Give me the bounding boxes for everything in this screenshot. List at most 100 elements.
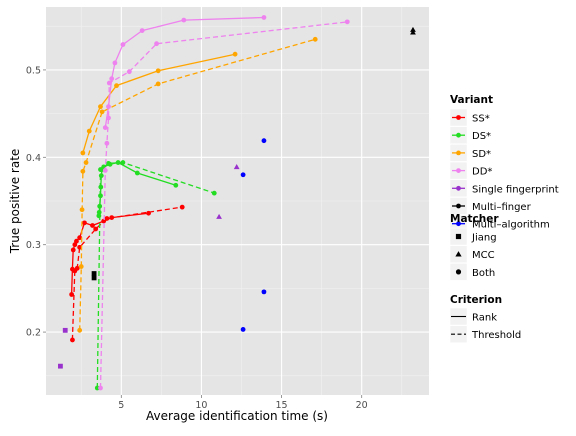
legend-title: Matcher — [450, 213, 499, 225]
grid-minor — [46, 7, 429, 395]
series-line — [104, 16, 264, 128]
y-axis-title: True positive rate — [8, 149, 22, 255]
legend-point-swatch — [456, 150, 461, 156]
data-point — [240, 327, 246, 332]
data-point — [312, 36, 318, 42]
data-point — [181, 17, 187, 23]
data-point — [115, 160, 121, 165]
y-tick-label: 0.5 — [26, 65, 41, 76]
y-tick-label: 0.2 — [26, 328, 41, 339]
legend-label: SS* — [472, 114, 490, 125]
legend-label: DS* — [472, 131, 491, 142]
data-point — [139, 28, 145, 33]
data-point — [82, 220, 87, 226]
points-layer — [58, 26, 416, 369]
data-point — [120, 160, 126, 165]
legend-point-swatch — [456, 185, 461, 191]
legend-point-swatch — [456, 132, 461, 138]
legend-title: Variant — [450, 94, 493, 106]
data-point — [77, 327, 83, 333]
series-layer — [69, 15, 350, 391]
data-point — [80, 168, 86, 174]
data-point — [83, 160, 89, 165]
data-point — [126, 69, 132, 75]
legend: Variant SS* DS* SD* DD* Single fingerprint Mul… — [449, 94, 559, 343]
legend-label: Jiang — [471, 233, 497, 244]
legend-label: Multi–algorithm — [472, 220, 550, 231]
legend-label: MCC — [472, 250, 495, 261]
data-point — [79, 207, 85, 213]
legend-label: Single fingerprint — [472, 184, 559, 195]
data-point — [134, 170, 140, 176]
x-tick-label: 20 — [356, 400, 368, 411]
data-point — [106, 80, 112, 86]
data-point — [78, 264, 84, 269]
data-point — [114, 83, 119, 89]
data-point — [70, 247, 76, 253]
data-point — [58, 363, 63, 369]
data-point — [155, 81, 161, 87]
data-point — [261, 138, 267, 144]
legend-point-swatch — [456, 203, 461, 209]
data-point — [96, 209, 102, 215]
legend-label: Threshold — [471, 330, 521, 341]
data-point — [98, 385, 103, 391]
data-point — [104, 140, 110, 146]
data-point — [410, 26, 416, 32]
data-point — [74, 265, 80, 271]
data-point — [344, 19, 350, 25]
data-point — [74, 238, 79, 244]
x-axis: 5 10 15 20 — [118, 395, 368, 411]
data-point — [109, 76, 115, 82]
series-line — [79, 38, 316, 331]
x-tick-label: 15 — [276, 400, 288, 411]
legend-shape-square-icon — [455, 233, 462, 240]
data-point — [211, 190, 217, 196]
data-point — [91, 275, 97, 281]
data-point — [98, 167, 103, 172]
data-point — [80, 150, 86, 156]
data-point — [62, 327, 68, 333]
x-tick-label: 5 — [118, 400, 124, 411]
grid-major — [46, 7, 429, 395]
data-point — [102, 168, 108, 173]
data-point — [91, 271, 97, 276]
data-point — [98, 104, 103, 110]
legend-shape-circle-icon — [455, 269, 462, 275]
legend-label: Multi–finger — [472, 202, 532, 213]
data-point — [69, 292, 75, 297]
y-axis: 0.2 0.3 0.4 0.5 — [26, 65, 46, 339]
data-point — [120, 42, 126, 47]
data-point — [232, 51, 238, 57]
legend-shape-triangle-icon — [455, 251, 462, 257]
legend-label: SD* — [472, 149, 491, 160]
data-point — [173, 182, 179, 188]
data-point — [154, 41, 159, 47]
data-point — [261, 289, 267, 295]
data-point — [77, 235, 83, 241]
data-point — [86, 128, 92, 134]
data-point — [233, 164, 240, 170]
legend-point-swatch — [456, 115, 461, 120]
data-point — [90, 223, 95, 228]
legend-label: Rank — [472, 313, 497, 324]
data-point — [261, 15, 267, 20]
data-point — [93, 226, 99, 232]
y-tick-label: 0.3 — [26, 240, 41, 251]
data-point — [77, 244, 83, 250]
data-point — [179, 204, 185, 210]
data-point — [410, 29, 416, 35]
data-point — [216, 213, 222, 219]
legend-label: DD* — [472, 167, 492, 178]
legend-point-swatch — [456, 168, 461, 174]
legend-label: Both — [472, 268, 495, 279]
data-point — [70, 337, 75, 343]
legend-point-swatch — [456, 221, 461, 227]
data-point — [112, 60, 118, 66]
legend-title: Criterion — [450, 294, 502, 306]
series-line — [99, 21, 348, 389]
x-axis-title: Average identification time (s) — [146, 409, 328, 423]
data-point — [106, 161, 111, 166]
data-point — [98, 173, 104, 179]
